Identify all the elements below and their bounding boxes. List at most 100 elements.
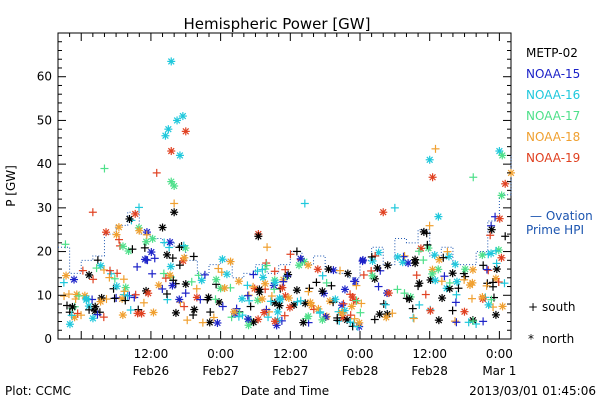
north-marker <box>382 313 391 322</box>
south-marker <box>218 302 227 311</box>
south-marker <box>322 278 331 287</box>
south-marker <box>281 265 290 274</box>
north-marker <box>197 276 206 285</box>
south-marker <box>400 251 409 260</box>
south-marker <box>286 250 295 259</box>
y-axis-label: P [GW] <box>4 165 18 207</box>
north-marker <box>204 293 213 302</box>
y-tick-label: 0 <box>44 332 52 346</box>
y-tick-label: 50 <box>37 113 52 127</box>
north-marker <box>175 295 184 304</box>
south-marker <box>214 264 223 273</box>
north-marker <box>85 270 94 279</box>
north-marker <box>161 131 170 140</box>
south-marker <box>253 267 262 276</box>
north-marker <box>284 294 293 303</box>
south-marker <box>352 296 361 305</box>
north-marker <box>384 289 393 298</box>
south-marker <box>120 287 129 296</box>
north-marker <box>375 310 384 319</box>
north-marker <box>82 295 91 304</box>
north-marker <box>168 281 177 290</box>
south-marker <box>279 277 288 286</box>
legend-entry-noaa-19: NOAA-19 <box>526 151 580 165</box>
south-marker <box>131 290 140 299</box>
south-marker <box>484 266 493 275</box>
y-axis: 0 10 20 30 40 50 60 <box>37 32 511 346</box>
north-marker <box>255 285 264 294</box>
legend-entry-noaa-17: NOAA-17 <box>526 109 580 123</box>
north-marker <box>102 228 111 237</box>
south-marker <box>264 313 273 322</box>
north-marker <box>72 290 81 299</box>
north-marker <box>498 302 507 311</box>
south-marker <box>488 278 497 287</box>
south-marker <box>359 270 368 279</box>
south-marker <box>179 241 188 250</box>
north-marker <box>498 151 507 160</box>
north-marker <box>448 269 457 278</box>
y-tick-label: 10 <box>37 288 52 302</box>
north-marker <box>230 307 239 316</box>
ovation-legend: — Ovation Prime HPI <box>526 209 593 237</box>
north-marker <box>495 147 504 156</box>
plot-area: 0 10 20 30 40 50 60 12:00 Feb26 0:00 Feb27 12:00 Fe… <box>37 32 516 378</box>
north-marker <box>313 265 322 274</box>
south-marker <box>128 245 137 254</box>
north-marker <box>484 300 493 309</box>
north-marker <box>218 255 227 264</box>
south-marker <box>168 254 177 263</box>
north-marker <box>487 225 496 234</box>
south-marker <box>491 246 500 255</box>
south-marker <box>296 296 305 305</box>
north-marker <box>428 269 437 278</box>
north-marker <box>112 230 121 239</box>
north-marker <box>259 273 268 282</box>
south-marker <box>408 304 417 313</box>
south-marker <box>412 271 421 280</box>
north-marker <box>181 280 190 289</box>
north-marker <box>419 227 428 236</box>
north-marker <box>324 265 333 274</box>
south-marker <box>105 273 114 282</box>
south-marker <box>339 299 348 308</box>
south-marker <box>203 295 212 304</box>
north-marker <box>491 310 500 319</box>
north-marker <box>468 278 477 287</box>
north-marker <box>383 310 392 319</box>
south-marker <box>180 302 189 311</box>
x-tick-label-date: Mar 1 <box>482 364 516 378</box>
x-tick-label-time: 12:00 <box>134 347 169 361</box>
north-marker <box>144 289 153 298</box>
south-marker <box>315 309 324 318</box>
north-marker <box>125 214 134 223</box>
north-marker <box>114 223 123 232</box>
south-marker <box>119 275 128 284</box>
south-marker <box>421 290 430 299</box>
north-marker <box>355 318 364 327</box>
north-marker <box>173 116 182 125</box>
south-marker <box>85 305 94 314</box>
north-marker <box>461 265 470 274</box>
south-marker <box>267 292 276 301</box>
legend-entry-noaa-15: NOAA-15 <box>526 67 580 81</box>
north-marker <box>213 318 222 327</box>
south-marker <box>121 296 130 305</box>
north-marker <box>379 208 388 217</box>
north-marker <box>68 302 77 311</box>
south-marker <box>142 230 151 239</box>
north-marker <box>62 271 71 280</box>
north-marker <box>254 232 263 241</box>
north-marker <box>167 177 176 186</box>
north-marker <box>383 261 392 270</box>
north-marker <box>492 265 501 274</box>
x-tick-label-date: Feb27 <box>202 364 239 378</box>
north-marker <box>158 223 167 232</box>
north-marker <box>180 253 189 262</box>
data-points <box>59 57 515 331</box>
south-marker <box>425 221 434 230</box>
north-marker <box>258 294 267 303</box>
south-marker <box>61 240 70 249</box>
south-marker <box>300 199 309 208</box>
